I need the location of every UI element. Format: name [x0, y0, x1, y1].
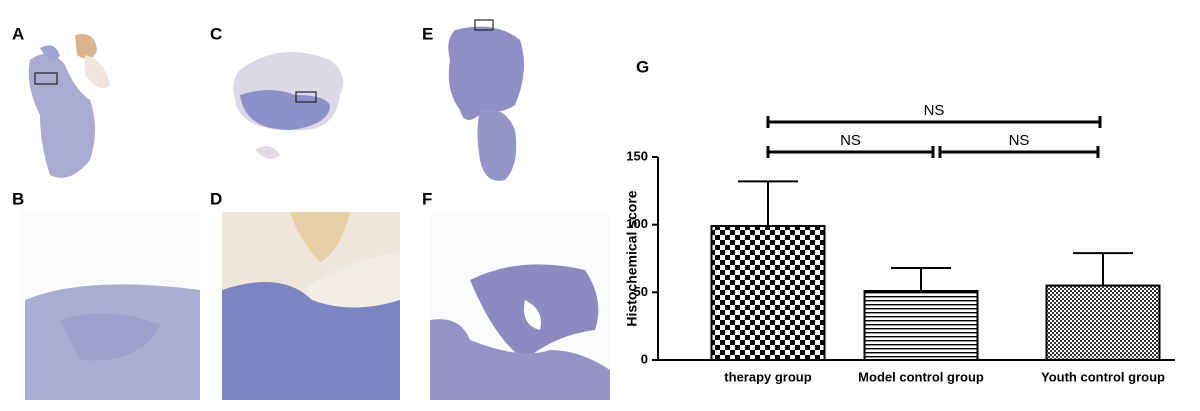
- micrograph-a: [28, 34, 110, 178]
- y-tick-label: 150: [626, 148, 648, 163]
- y-tick-label: 100: [626, 216, 648, 231]
- panel-label: G: [636, 57, 649, 76]
- significance-label: NS: [924, 102, 945, 119]
- bar: [1045, 284, 1161, 362]
- bar: [863, 289, 979, 362]
- x-tick-label: Youth control group: [1041, 369, 1165, 384]
- micrograph-d: [222, 212, 400, 400]
- micrograph-f: [430, 212, 610, 400]
- micrograph-b: [20, 210, 200, 400]
- panel-label: B: [12, 189, 24, 208]
- y-tick-label: 0: [641, 351, 648, 366]
- significance-label: NS: [1009, 132, 1030, 149]
- panel-label: C: [210, 24, 222, 43]
- bar: [710, 225, 826, 361]
- significance-label: NS: [840, 132, 861, 149]
- x-tick-label: therapy group: [724, 369, 811, 384]
- y-tick-label: 50: [634, 284, 648, 299]
- panel-label: F: [422, 189, 432, 208]
- micrograph-e: [448, 19, 524, 181]
- y-axis-label: Histochemical score: [624, 190, 640, 326]
- x-tick-label: Model control group: [858, 369, 984, 384]
- panel-label: D: [210, 189, 222, 208]
- micrograph-c: [233, 52, 344, 159]
- panel-label: A: [12, 24, 24, 43]
- panel-label: E: [422, 24, 433, 43]
